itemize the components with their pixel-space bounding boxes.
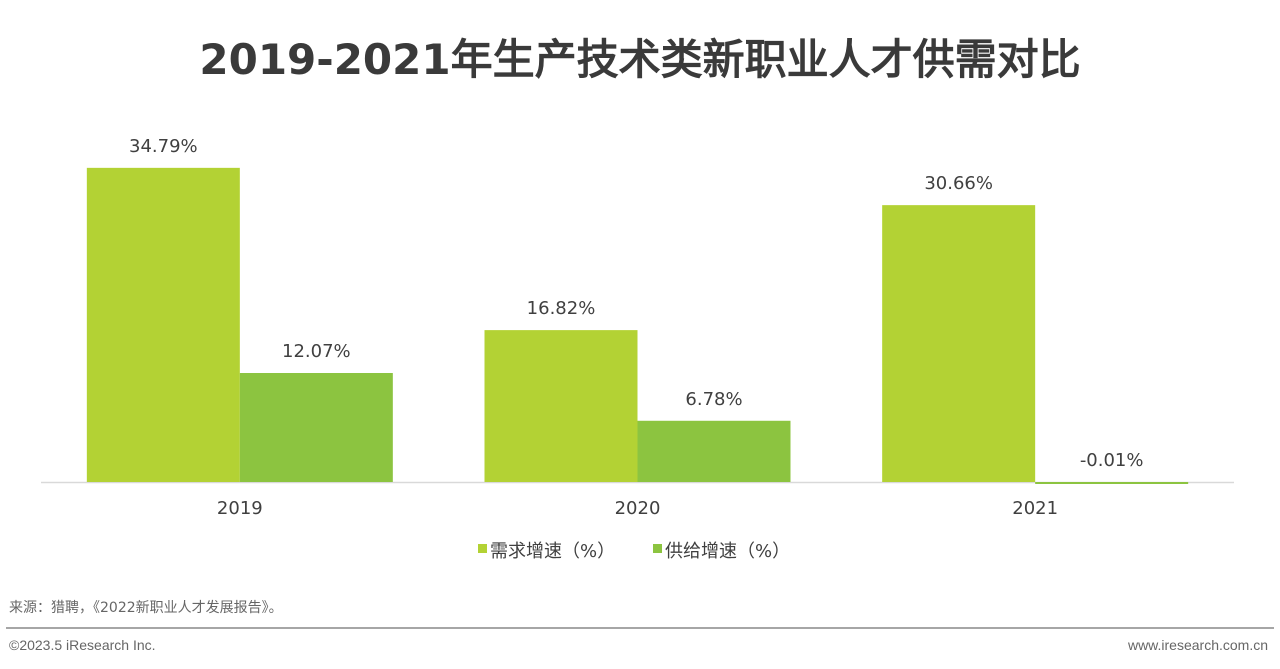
- data-label: 34.79%: [129, 136, 198, 157]
- bar-2021-demand: [882, 205, 1036, 482]
- data-label: 12.07%: [282, 341, 351, 362]
- data-label: 6.78%: [685, 389, 742, 410]
- legend-label: 供给增速（%）: [665, 541, 790, 562]
- legend-swatch: [653, 544, 662, 553]
- data-label: 30.66%: [924, 173, 993, 194]
- footer-divider: [6, 627, 1274, 629]
- x-tick-label: 2021: [1012, 498, 1058, 519]
- legend-swatch: [478, 544, 487, 553]
- bar-2020-demand: [484, 330, 638, 482]
- bar-2020-supply: [637, 420, 791, 482]
- data-label: 16.82%: [527, 298, 596, 319]
- copyright: ©2023.5 iResearch Inc.: [9, 637, 156, 653]
- legend-label: 需求增速（%）: [490, 541, 615, 562]
- source-note: 来源：猎聘，《2022新职业人才发展报告》。: [9, 600, 283, 616]
- x-tick-label: 2019: [217, 498, 263, 519]
- bar-2019-demand: [86, 167, 240, 482]
- bar-2021-supply: [1035, 482, 1189, 484]
- bar-2019-supply: [239, 373, 393, 482]
- website-link[interactable]: www.iresearch.com.cn: [1127, 637, 1268, 653]
- chart-title: 2019-2021年生产技术类新职业人才供需对比: [199, 35, 1081, 84]
- x-tick-label: 2020: [615, 498, 661, 519]
- data-label: -0.01%: [1080, 450, 1144, 471]
